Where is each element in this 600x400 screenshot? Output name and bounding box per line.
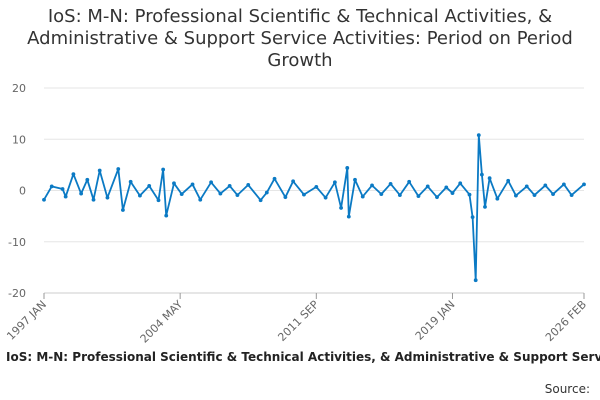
data-point	[524, 184, 529, 189]
legend: IoS: M-N: Professional Scientific & Tech…	[0, 350, 600, 364]
data-point	[97, 168, 102, 173]
data-point	[360, 194, 365, 199]
data-point	[532, 193, 537, 198]
data-point	[121, 208, 125, 212]
data-point	[416, 194, 421, 199]
data-point	[467, 192, 472, 197]
data-point	[473, 278, 478, 283]
data-point	[543, 183, 548, 188]
data-points	[42, 133, 586, 283]
x-axis: 1997 JAN 2004 MAY 2011 SEP 2019 JAN 2026 FEB	[4, 292, 589, 346]
data-point	[323, 195, 328, 200]
data-point	[479, 172, 484, 177]
y-tick-label: 20	[12, 82, 26, 95]
series-line	[43, 134, 585, 282]
data-point	[388, 181, 393, 186]
data-point	[264, 190, 269, 195]
data-point	[209, 180, 214, 185]
data-point	[71, 172, 76, 177]
x-tick-label: 2004 MAY	[138, 298, 186, 346]
data-point	[476, 133, 481, 138]
y-tick-label: -10	[8, 236, 26, 249]
data-point	[161, 167, 166, 172]
data-point	[156, 198, 161, 203]
data-point	[379, 192, 384, 196]
data-point	[258, 198, 263, 203]
data-point	[353, 177, 357, 182]
y-tick-label: 0	[19, 185, 26, 198]
data-point	[444, 185, 449, 190]
legend-label: IoS: M-N: Professional Scientific & Tech…	[6, 350, 600, 364]
data-point	[85, 177, 90, 182]
data-point	[128, 179, 133, 184]
data-point	[314, 185, 319, 189]
data-point	[435, 195, 439, 200]
data-point	[179, 192, 184, 196]
data-point	[506, 178, 511, 183]
data-point	[332, 180, 337, 185]
data-point	[569, 193, 574, 198]
data-point	[172, 181, 176, 186]
data-point	[514, 193, 518, 198]
data-point	[582, 182, 586, 187]
data-point	[483, 205, 487, 209]
data-point	[487, 176, 492, 181]
data-point	[49, 184, 54, 189]
data-point	[370, 183, 374, 188]
data-point	[283, 195, 288, 200]
data-point	[79, 191, 84, 196]
data-point	[246, 182, 251, 187]
data-point	[198, 197, 203, 202]
y-axis-ticks: -20 -10 0 10 20	[8, 82, 26, 300]
y-tick-label: -20	[8, 287, 26, 300]
data-point	[339, 206, 343, 210]
x-tick-label: 2019 JAN	[413, 298, 458, 343]
data-point	[164, 213, 169, 218]
data-point	[272, 176, 277, 181]
data-point	[105, 195, 110, 200]
data-point	[345, 166, 350, 170]
data-point	[42, 197, 46, 202]
x-tick-label: 1997 JAN	[4, 298, 49, 343]
data-point	[407, 179, 412, 184]
y-tick-label: 10	[12, 133, 26, 146]
data-point	[458, 181, 463, 186]
data-point	[450, 191, 455, 195]
data-point	[190, 182, 195, 187]
data-point	[147, 183, 152, 188]
source-label: Source:	[544, 382, 590, 396]
x-tick-label: 2026 FEB	[543, 298, 589, 344]
data-point	[63, 194, 68, 199]
data-point	[138, 193, 142, 198]
data-point	[291, 179, 296, 184]
data-point	[60, 187, 65, 191]
data-point	[495, 196, 500, 201]
data-point	[227, 183, 232, 188]
data-point	[235, 193, 240, 198]
data-point	[116, 167, 121, 171]
data-point	[470, 215, 475, 220]
series-line-layer	[43, 134, 585, 282]
data-point	[91, 197, 96, 202]
data-point	[425, 184, 430, 189]
data-point	[302, 192, 306, 197]
data-point	[561, 182, 566, 187]
x-tick-label: 2011 SEP	[275, 298, 321, 344]
data-point	[218, 191, 223, 196]
chart-title: IoS: M-N: Professional Scientific & Tech…	[27, 6, 573, 71]
data-point	[397, 193, 402, 198]
data-point	[551, 192, 555, 196]
data-point	[346, 214, 351, 219]
